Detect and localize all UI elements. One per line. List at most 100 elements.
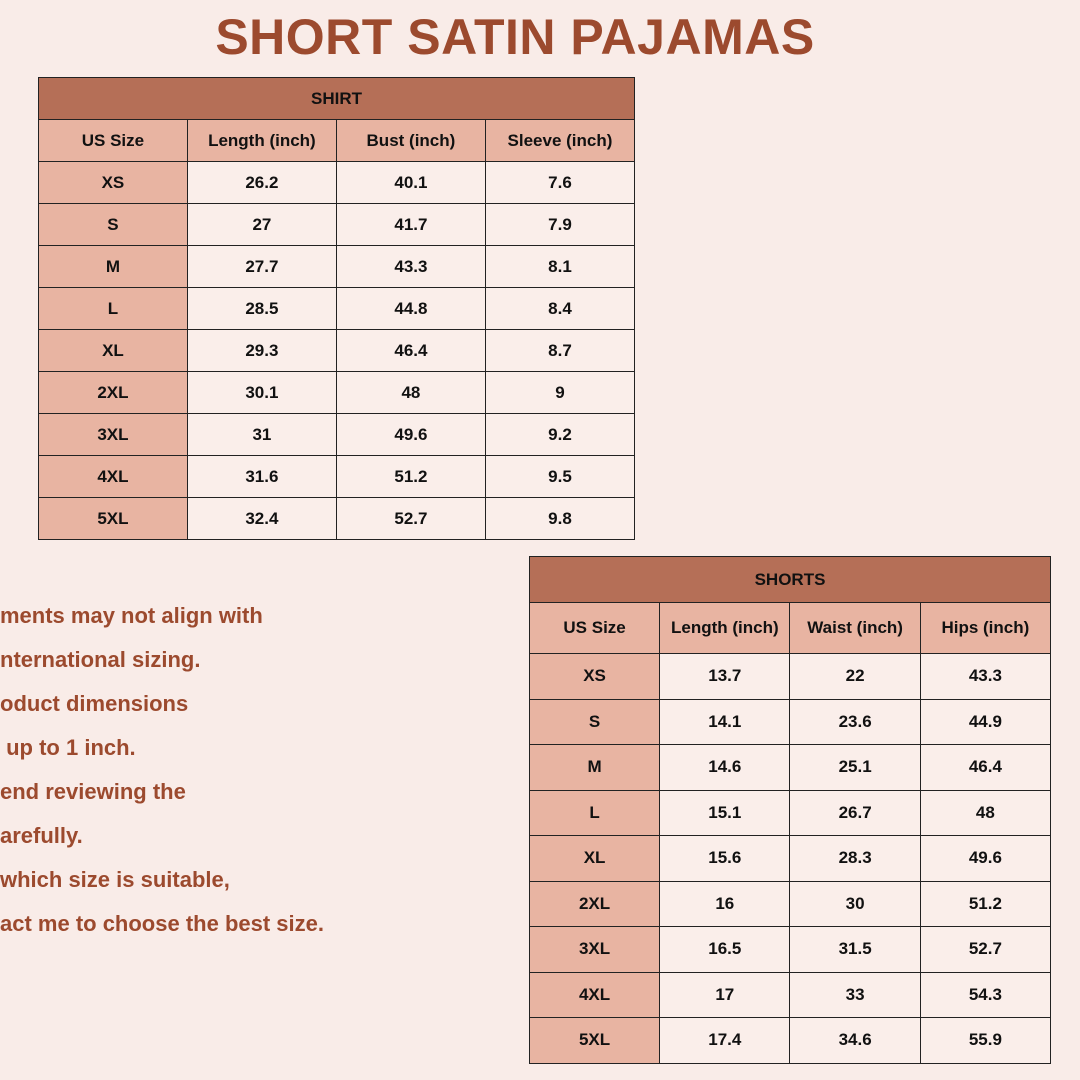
value-cell: 28.5 [186, 287, 337, 330]
value-cell: 46.4 [335, 329, 486, 372]
shirt-size-table: SHIRT US Size Length (inch) Bust (inch) Sle… [38, 77, 636, 540]
size-cell: XL [528, 835, 661, 882]
table-row: L 28.5 44.8 8.4 [38, 287, 636, 330]
value-cell: 17.4 [659, 1017, 791, 1064]
note-line: nternational sizing. [0, 647, 201, 672]
value-cell: 8.7 [484, 329, 636, 372]
size-cell: 5XL [38, 497, 188, 540]
table-row: 4XL 31.6 51.2 9.5 [38, 455, 636, 498]
value-cell: 27 [186, 203, 337, 246]
value-cell: 31.5 [789, 926, 921, 973]
shorts-size-table: SHORTS US Size Length (inch) Waist (inch) H… [528, 556, 1052, 1064]
value-cell: 28.3 [789, 835, 921, 882]
table-row: 5XL 17.4 34.6 55.9 [528, 1017, 1052, 1064]
value-cell: 13.7 [659, 653, 791, 700]
size-cell: 5XL [528, 1017, 661, 1064]
size-cell: 4XL [528, 971, 661, 1018]
table-row: S 14.1 23.6 44.9 [528, 698, 1052, 745]
value-cell: 55.9 [919, 1017, 1052, 1064]
value-cell: 31.6 [186, 455, 337, 498]
note-line: arefully. [0, 823, 83, 848]
table-row: XL 29.3 46.4 8.7 [38, 329, 636, 372]
size-cell: 3XL [38, 413, 188, 456]
table-row: 2XL 16 30 51.2 [528, 880, 1052, 927]
value-cell: 29.3 [186, 329, 337, 372]
table-row: M 27.7 43.3 8.1 [38, 245, 636, 288]
value-cell: 33 [789, 971, 921, 1018]
table-row: 3XL 16.5 31.5 52.7 [528, 926, 1052, 973]
value-cell: 14.6 [659, 744, 791, 791]
size-cell: S [528, 698, 661, 745]
size-cell: M [528, 744, 661, 791]
value-cell: 30.1 [186, 371, 337, 414]
column-header: US Size [38, 119, 188, 162]
size-cell: 2XL [528, 880, 661, 927]
value-cell: 9.8 [484, 497, 636, 540]
value-cell: 9.2 [484, 413, 636, 456]
note-line: ments may not align with [0, 603, 263, 628]
shirt-table-caption: SHIRT [38, 77, 635, 120]
value-cell: 43.3 [335, 245, 486, 288]
column-header: Length (inch) [186, 119, 337, 162]
value-cell: 30 [789, 880, 921, 927]
size-cell: L [528, 789, 661, 836]
value-cell: 34.6 [789, 1017, 921, 1064]
value-cell: 15.6 [659, 835, 791, 882]
size-cell: 2XL [38, 371, 188, 414]
value-cell: 52.7 [919, 926, 1052, 973]
note-line: act me to choose the best size. [0, 911, 324, 936]
table-row: M 14.6 25.1 46.4 [528, 744, 1052, 791]
value-cell: 27.7 [186, 245, 337, 288]
value-cell: 9.5 [484, 455, 636, 498]
value-cell: 52.7 [335, 497, 486, 540]
value-cell: 23.6 [789, 698, 921, 745]
value-cell: 54.3 [919, 971, 1052, 1018]
table-row: 3XL 31 49.6 9.2 [38, 413, 636, 456]
value-cell: 26.2 [186, 161, 337, 204]
value-cell: 16 [659, 880, 791, 927]
sizing-note: ments may not align with nternational siz… [0, 594, 324, 946]
value-cell: 22 [789, 653, 921, 700]
value-cell: 14.1 [659, 698, 791, 745]
value-cell: 43.3 [919, 653, 1052, 700]
value-cell: 31 [186, 413, 337, 456]
value-cell: 26.7 [789, 789, 921, 836]
value-cell: 51.2 [335, 455, 486, 498]
value-cell: 49.6 [335, 413, 486, 456]
note-line: end reviewing the [0, 779, 186, 804]
table-row: 5XL 32.4 52.7 9.8 [38, 497, 636, 540]
value-cell: 41.7 [335, 203, 486, 246]
size-cell: L [38, 287, 188, 330]
value-cell: 48 [335, 371, 486, 414]
note-line: oduct dimensions [0, 691, 189, 716]
column-header: Length (inch) [659, 602, 791, 654]
value-cell: 32.4 [186, 497, 337, 540]
value-cell: 15.1 [659, 789, 791, 836]
page-title: SHORT SATIN PAJAMAS [215, 9, 815, 65]
table-row: XL 15.6 28.3 49.6 [528, 835, 1052, 882]
column-header: Waist (inch) [789, 602, 921, 654]
column-header: US Size [528, 602, 661, 654]
note-line: up to 1 inch. [0, 735, 136, 760]
table-row: 4XL 17 33 54.3 [528, 971, 1052, 1018]
value-cell: 8.1 [484, 245, 636, 288]
shorts-table-caption: SHORTS [529, 556, 1051, 603]
value-cell: 16.5 [659, 926, 791, 973]
value-cell: 8.4 [484, 287, 636, 330]
table-row: 2XL 30.1 48 9 [38, 371, 636, 414]
size-cell: M [38, 245, 188, 288]
value-cell: 51.2 [919, 880, 1052, 927]
value-cell: 7.9 [484, 203, 636, 246]
column-header: Hips (inch) [919, 602, 1052, 654]
column-header: Sleeve (inch) [484, 119, 636, 162]
value-cell: 25.1 [789, 744, 921, 791]
size-cell: 3XL [528, 926, 661, 973]
table-row: XS 26.2 40.1 7.6 [38, 161, 636, 204]
column-header: Bust (inch) [335, 119, 486, 162]
table-row: L 15.1 26.7 48 [528, 789, 1052, 836]
header-row: US Size Length (inch) Waist (inch) Hips (in… [528, 602, 1052, 654]
value-cell: 46.4 [919, 744, 1052, 791]
value-cell: 49.6 [919, 835, 1052, 882]
table-row: XS 13.7 22 43.3 [528, 653, 1052, 700]
header-row: US Size Length (inch) Bust (inch) Sleeve (i… [38, 119, 636, 162]
